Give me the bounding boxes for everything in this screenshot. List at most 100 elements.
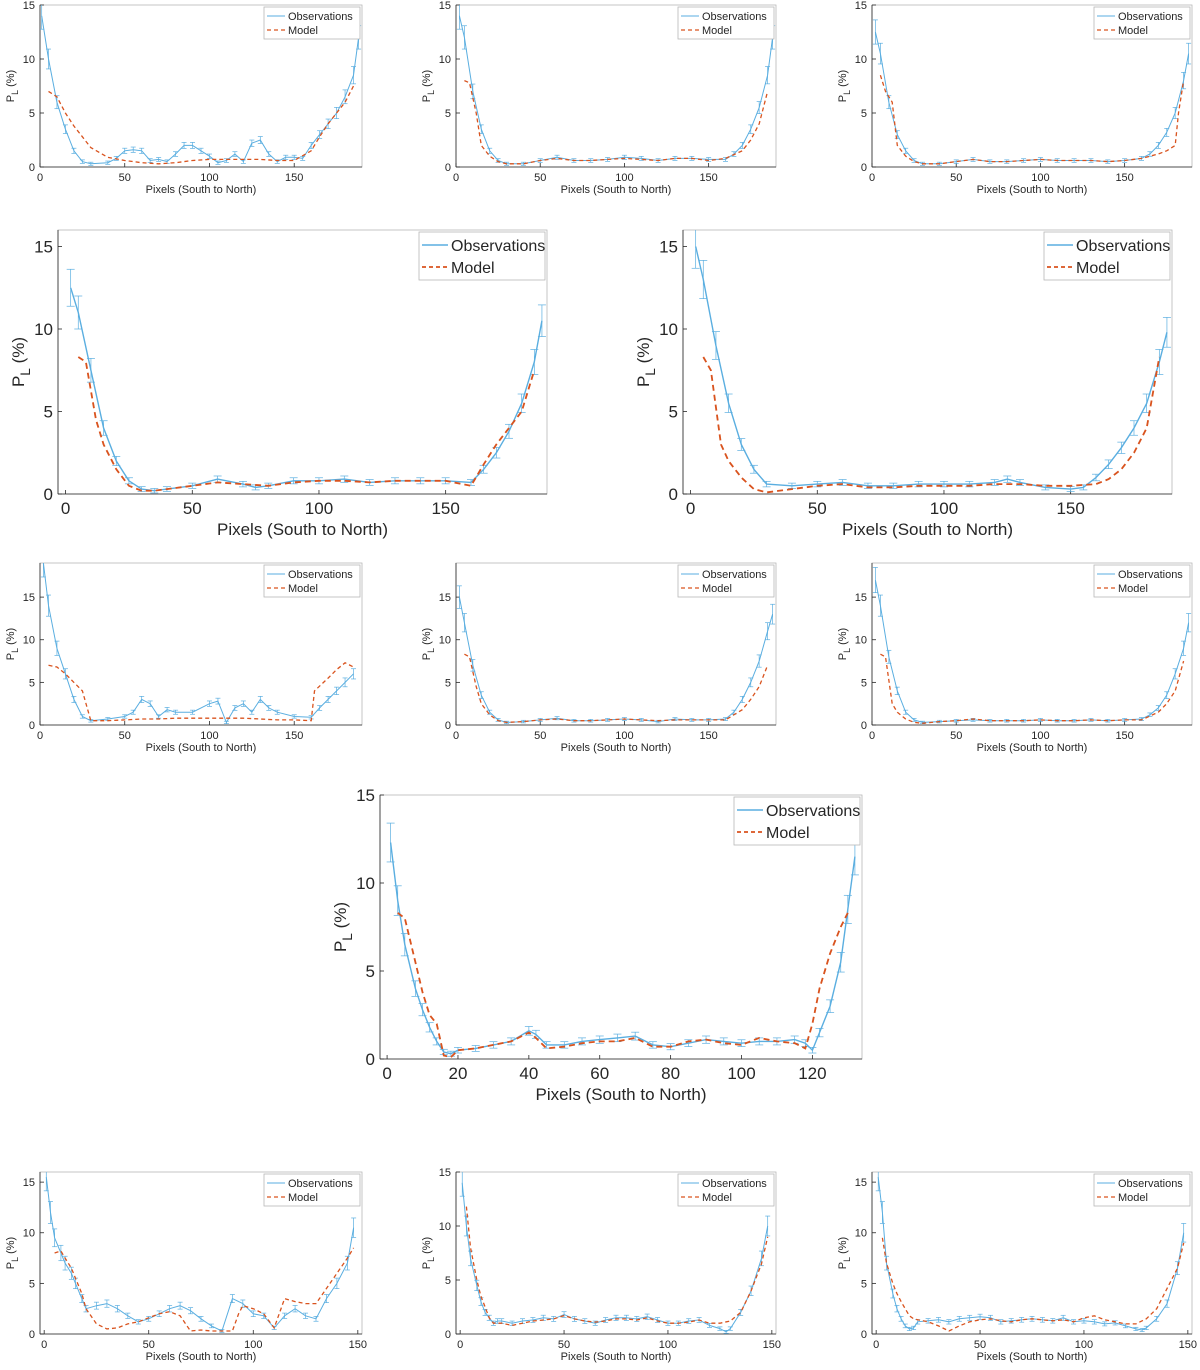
legend-box [1093, 564, 1191, 598]
legend-label-observations: Observations [1118, 11, 1183, 23]
x-tick-label: 50 [143, 1339, 155, 1351]
y-tick-label: 10 [23, 635, 35, 647]
x-tick-label: 150 [699, 730, 717, 742]
y-axis-label-sub: L [842, 648, 852, 653]
y-axis-label-sub: L [10, 90, 20, 95]
model-line [464, 653, 769, 724]
y-tick-label: 15 [23, 0, 35, 12]
x-tick-label: 50 [808, 499, 827, 518]
y-tick-label: 10 [439, 1221, 451, 1233]
chart-p1: 0 50 100 150 0 5 10 15 Pixels (South to North) PL… [5, 0, 363, 196]
y-axis-label: PL (%) [837, 628, 852, 660]
x-tick-label: 60 [590, 1064, 609, 1083]
y-axis-label-tail: (%) [331, 902, 350, 933]
y-tick-label: 5 [44, 403, 53, 422]
legend: Observations Model [418, 231, 546, 281]
y-tick-label: 5 [445, 108, 451, 120]
y-axis-label-tail: (%) [421, 628, 433, 648]
observations-error-bars [872, 19, 1192, 166]
x-tick-label: 150 [1056, 499, 1084, 518]
x-tick-label: 50 [950, 172, 962, 184]
chart-p9: 0 20 40 60 80 100 120 0 5 10 15 Pixels (South to No… [331, 786, 863, 1104]
y-axis-label: PL (%) [421, 70, 436, 102]
legend-label-observations: Observations [288, 11, 353, 23]
x-tick-label: 150 [763, 1339, 781, 1351]
chart-p6: 0 50 100 150 0 5 10 15 Pixels (South to North) PL… [5, 562, 363, 754]
model-line [54, 1247, 355, 1332]
legend: Observations Model [1093, 1173, 1191, 1207]
y-axis-label-tail: (%) [5, 1237, 17, 1257]
x-axis-label: Pixels (South to North) [842, 520, 1013, 539]
y-axis-label-sub: L [643, 368, 658, 376]
legend-box [677, 564, 775, 598]
x-axis-label: Pixels (South to North) [146, 1351, 257, 1363]
y-tick-label: 15 [439, 1167, 451, 1179]
x-axis-label: Pixels (South to North) [977, 184, 1088, 196]
legend: Observations Model [263, 6, 361, 40]
y-tick-label: 5 [861, 677, 867, 689]
y-axis-label: PL (%) [634, 337, 658, 387]
y-tick-label: 5 [861, 108, 867, 120]
x-tick-label: 100 [930, 499, 958, 518]
observations-line [874, 31, 1190, 165]
x-axis-label: Pixels (South to North) [977, 742, 1088, 754]
model-line [465, 1206, 769, 1327]
model-line [879, 75, 1185, 165]
y-axis-label: PL (%) [5, 1237, 20, 1269]
y-axis-label: PL (%) [331, 902, 355, 952]
legend-box [263, 564, 361, 598]
legend: Observations Model [677, 564, 775, 598]
x-tick-label: 50 [974, 1339, 986, 1351]
legend-label-model: Model [766, 825, 810, 842]
model-line [880, 653, 1185, 724]
x-tick-label: 100 [200, 172, 218, 184]
x-tick-label: 0 [869, 730, 875, 742]
y-tick-label: 15 [23, 1177, 35, 1189]
y-tick-label: 0 [445, 720, 451, 732]
legend: Observations Model [677, 1173, 775, 1207]
legend-label-model: Model [288, 583, 318, 595]
y-axis-label: PL (%) [421, 1237, 436, 1269]
model-line [48, 85, 355, 165]
y-tick-label: 0 [445, 162, 451, 174]
y-tick-label: 15 [659, 238, 678, 257]
legend-label-observations: Observations [451, 238, 545, 255]
y-tick-label: 0 [44, 485, 53, 504]
x-tick-label: 150 [699, 172, 717, 184]
x-tick-label: 40 [519, 1064, 538, 1083]
x-tick-label: 0 [873, 1339, 879, 1351]
y-axis-label: PL (%) [5, 628, 20, 660]
y-tick-label: 10 [855, 54, 867, 66]
y-axis-label-sub: L [426, 1257, 436, 1262]
y-axis-label: PL (%) [9, 337, 33, 387]
model-line [702, 356, 1161, 494]
x-tick-label: 100 [305, 499, 333, 518]
x-tick-label: 50 [950, 730, 962, 742]
y-axis-label-main: P [331, 941, 350, 952]
legend-label-observations: Observations [1118, 569, 1183, 581]
x-axis-label: Pixels (South to North) [535, 1085, 706, 1104]
y-axis-label-main: P [421, 1262, 433, 1269]
legend-label-observations: Observations [288, 569, 353, 581]
y-tick-label: 0 [366, 1050, 375, 1069]
y-tick-label: 15 [356, 786, 375, 805]
y-tick-label: 0 [861, 720, 867, 732]
y-axis-label-main: P [634, 376, 653, 387]
y-tick-label: 15 [34, 238, 53, 257]
y-tick-label: 5 [445, 1275, 451, 1287]
y-tick-label: 10 [855, 635, 867, 647]
y-tick-label: 15 [439, 592, 451, 604]
x-tick-label: 50 [183, 499, 202, 518]
legend-box [1043, 231, 1171, 281]
model-line [881, 1237, 1185, 1332]
observations-line [695, 246, 1168, 490]
y-axis-label-sub: L [842, 90, 852, 95]
x-tick-label: 100 [1075, 1339, 1093, 1351]
chart-p7: 0 50 100 150 0 5 10 15 Pixels (South to North) PL… [421, 562, 777, 754]
y-tick-label: 10 [855, 1228, 867, 1240]
y-tick-label: 15 [855, 592, 867, 604]
y-tick-label: 5 [29, 677, 35, 689]
y-axis-label-main: P [5, 95, 17, 102]
y-tick-label: 0 [669, 485, 678, 504]
